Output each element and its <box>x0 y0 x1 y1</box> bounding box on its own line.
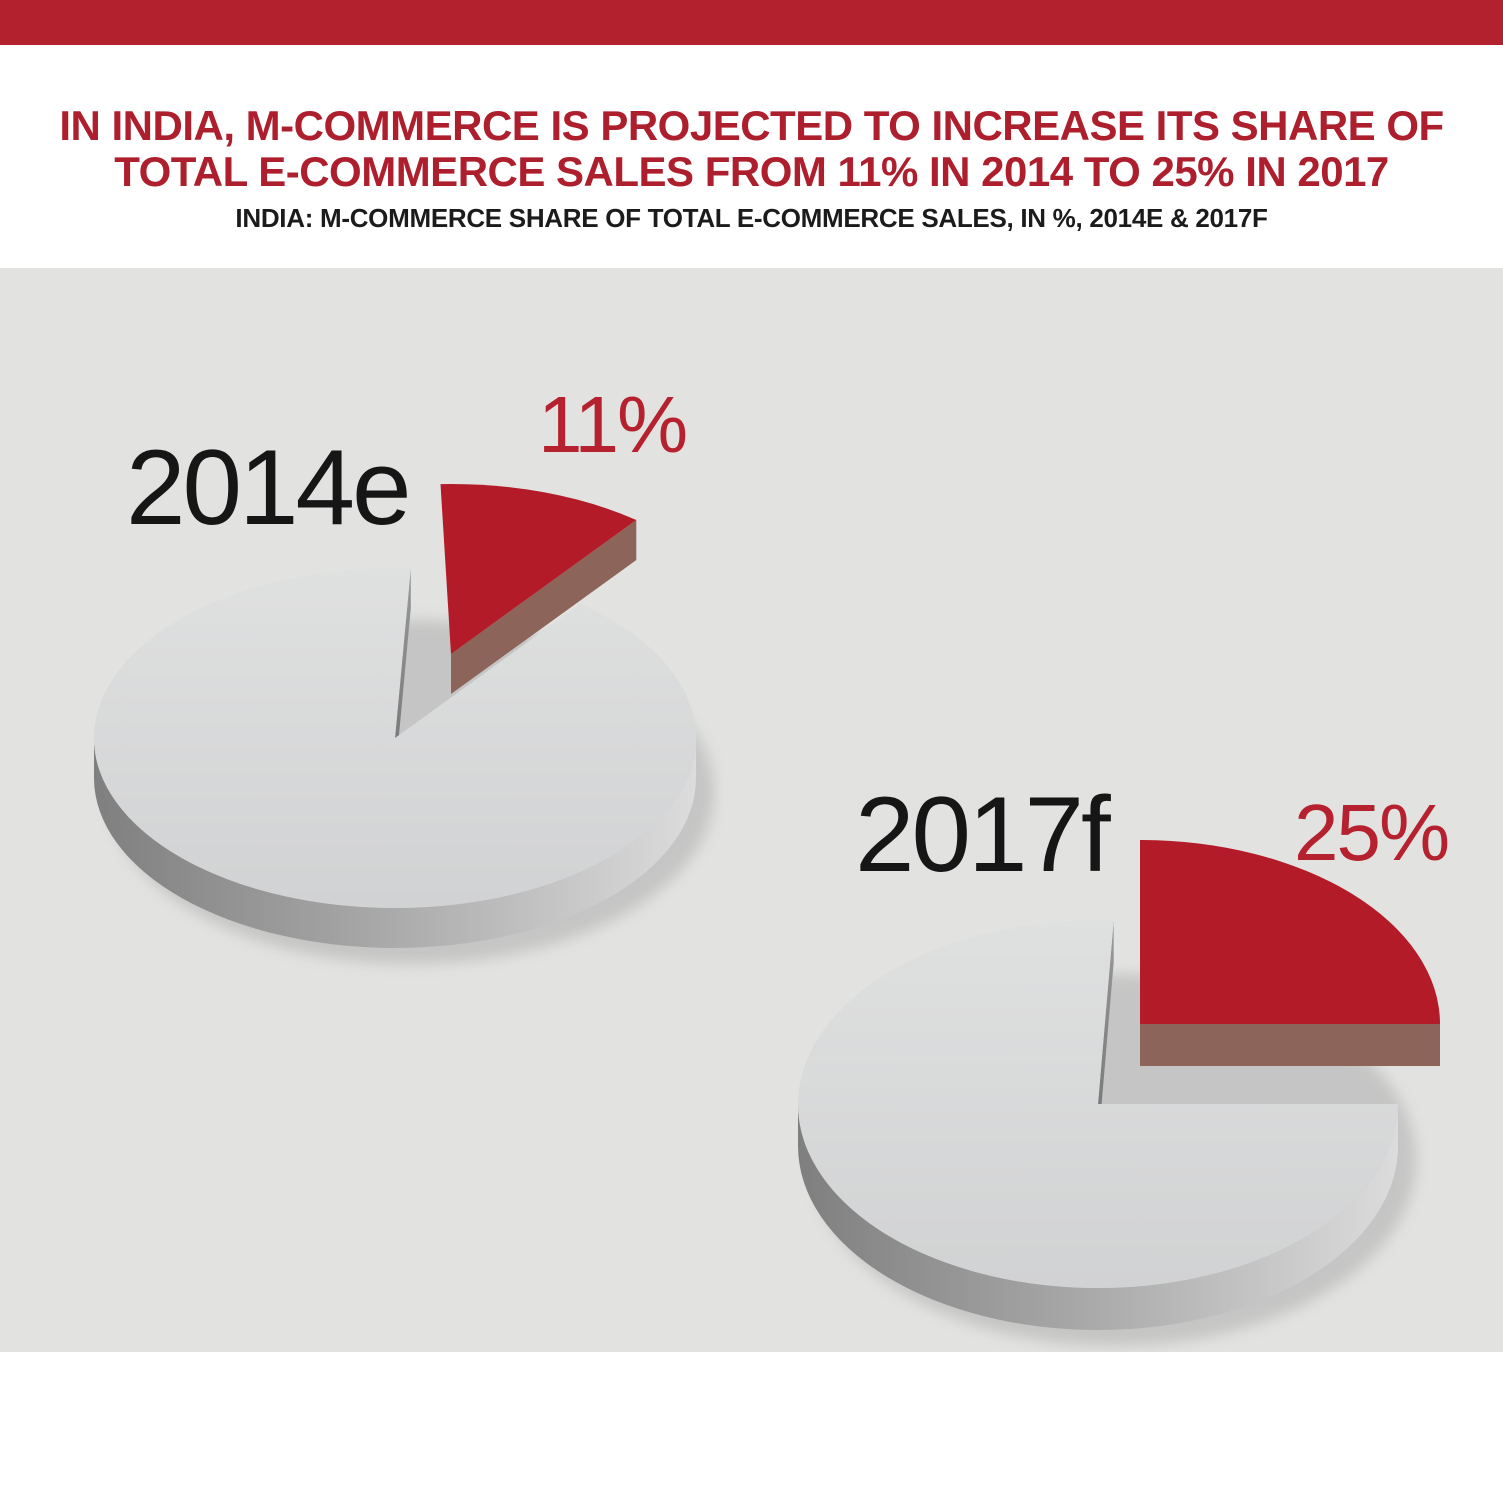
page-title: IN INDIA, M-COMMERCE IS PROJECTED TO INC… <box>0 45 1503 195</box>
title-line-1: IN INDIA, M-COMMERCE IS PROJECTED TO INC… <box>59 102 1444 149</box>
chart-subtitle: INDIA: M-COMMERCE SHARE OF TOTAL E-COMME… <box>235 203 1268 233</box>
pie-2017f-slice <box>1140 840 1440 1024</box>
footer: Definition: E-Commerce sales from smartp… <box>0 1352 1503 1500</box>
pie-2017-value: 25% <box>1294 788 1450 877</box>
pie-2014e-rim <box>94 738 696 948</box>
pie-2014-value: 11% <box>538 380 688 469</box>
pie-2017-label: 2017f <box>855 774 1111 894</box>
pie-2014e-slice <box>440 483 637 654</box>
pie-2017f-cut-wall <box>1098 920 1114 1146</box>
pie-2017f-slice-side <box>1140 1024 1440 1066</box>
pie-2014e-slice-side <box>451 520 637 694</box>
pie-2014e-cut-wall <box>395 568 411 778</box>
pie-2017f-body <box>798 920 1398 1289</box>
top-accent-bar <box>0 0 1503 45</box>
title-line-2: TOTAL E-COMMERCE SALES FROM 11% IN 2014 … <box>114 148 1389 195</box>
pie-2014-label: 2014e <box>126 427 412 547</box>
pie-2014e-body <box>93 567 696 908</box>
pie-2017f-rim <box>798 1104 1398 1330</box>
header: IN INDIA, M-COMMERCE IS PROJECTED TO INC… <box>0 45 1503 268</box>
